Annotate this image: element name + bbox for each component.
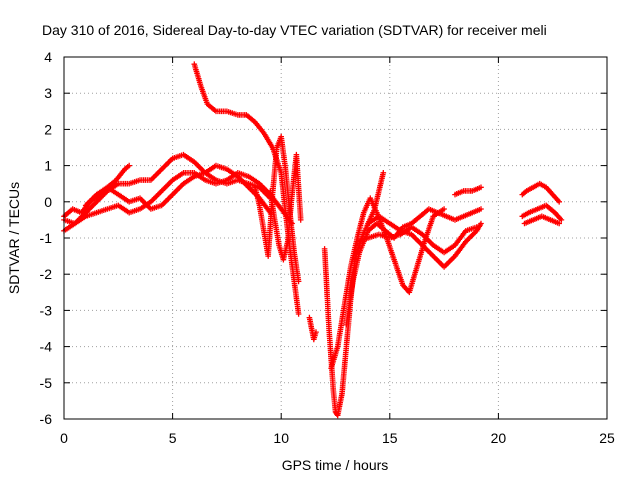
data-marks: [61, 61, 565, 419]
series-track-2: [61, 151, 274, 234]
y-axis-label: SDTVAR / TECUs: [6, 182, 22, 294]
y-tick-label: -5: [40, 375, 53, 391]
series-track-11: [343, 206, 484, 328]
x-tick-label: 15: [382, 430, 398, 446]
y-tick-label: 1: [44, 158, 52, 174]
y-tick-label: -1: [40, 230, 53, 246]
plot-frame: [63, 56, 608, 420]
series-track-16: [519, 202, 565, 223]
y-tick-label: -6: [40, 411, 53, 427]
series-track-12: [365, 213, 484, 270]
series-track-15: [519, 180, 562, 205]
x-tick-label: 20: [491, 430, 507, 446]
x-axis-ticks: 0 5 10 15 20 25: [60, 57, 615, 446]
series-track-17: [521, 213, 562, 227]
x-axis-label: GPS time / hours: [282, 457, 389, 473]
y-tick-label: -2: [40, 266, 53, 282]
y-tick-label: 0: [44, 194, 52, 210]
series-track-13: [354, 224, 480, 256]
grid-lines: [64, 57, 607, 419]
chart-title: Day 310 of 2016, Sidereal Day-to-day VTE…: [42, 22, 547, 38]
x-tick-label: 25: [599, 430, 615, 446]
x-tick-label: 5: [169, 430, 177, 446]
y-tick-label: -4: [40, 339, 53, 355]
y-tick-label: 2: [44, 121, 52, 137]
series-track-8: [306, 314, 319, 343]
x-tick-label: 0: [60, 430, 68, 446]
series-track-14: [452, 184, 484, 198]
series-track-7: [267, 151, 304, 263]
y-tick-label: 4: [44, 49, 52, 65]
x-tick-label: 10: [273, 430, 289, 446]
y-tick-label: 3: [44, 85, 52, 101]
y-axis-ticks: -6 -5 -4 -3 -2 -1 0 1 2 3 4: [40, 49, 607, 427]
y-tick-label: -3: [40, 302, 53, 318]
